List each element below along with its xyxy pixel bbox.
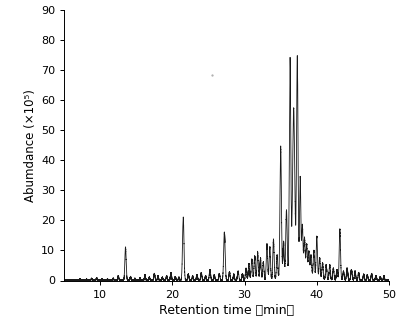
X-axis label: Retention time （min）: Retention time （min） (159, 304, 294, 317)
Y-axis label: Abumdance (×10⁵): Abumdance (×10⁵) (24, 89, 37, 202)
